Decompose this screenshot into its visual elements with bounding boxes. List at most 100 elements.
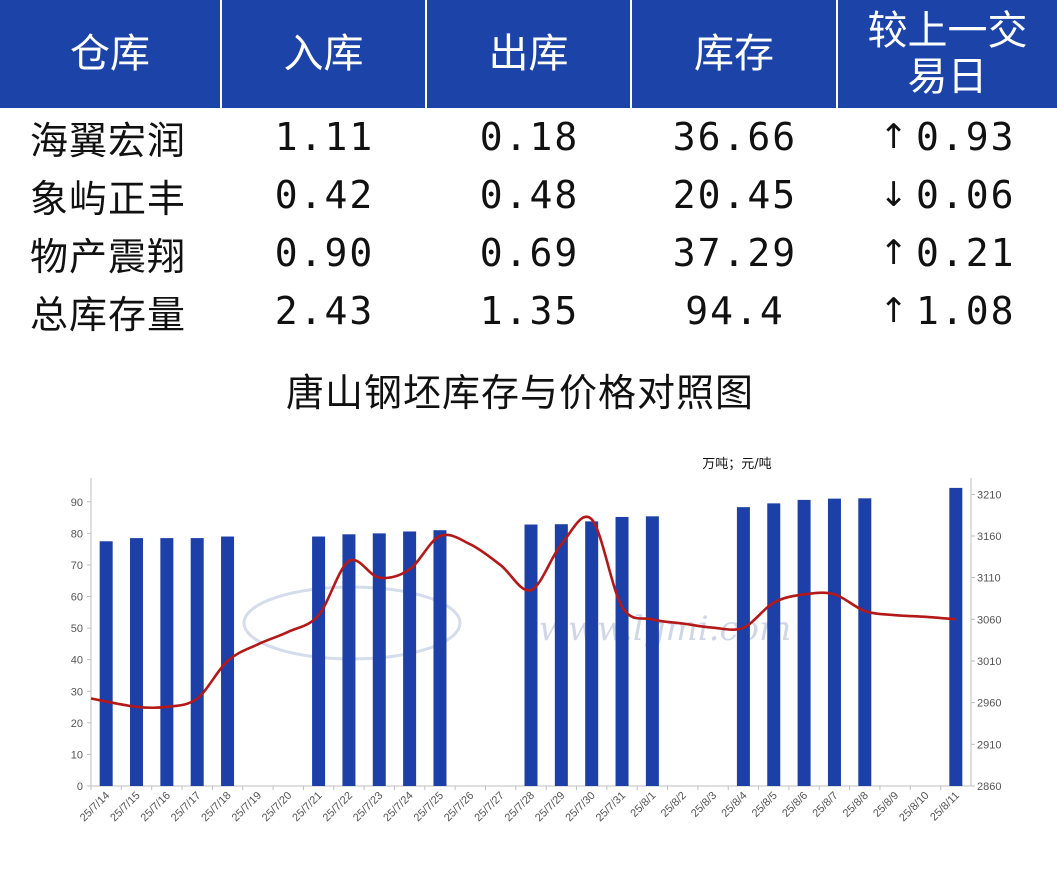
change-cell: ↑ 0.93 — [838, 115, 1057, 159]
x-tick-label: 25/8/11 — [928, 790, 962, 824]
stock-bar — [160, 538, 174, 786]
right-tick-label: 2860 — [977, 781, 1001, 793]
left-tick-label: 30 — [71, 686, 83, 698]
chart-container: 唐山钢坯库存与价格对照图 www.lgmi.com 0 10 20 30 40 50 60 70… — [0, 340, 1057, 895]
header-warehouse: 仓库 — [0, 0, 222, 108]
stock-value: 20.45 — [672, 173, 798, 217]
unit-label: 万吨；元/吨 — [702, 457, 771, 472]
stock-value: 37.29 — [672, 231, 798, 275]
x-tick-label: 25/7/15 — [108, 790, 142, 824]
x-tick-label: 25/8/5 — [750, 790, 780, 820]
left-tick-label: 20 — [71, 718, 83, 730]
x-tick-label: 25/8/7 — [810, 790, 840, 820]
left-tick-label: 0 — [77, 781, 83, 793]
table-row: 象屿正丰 0.42 0.48 20.45 ↓ 0.06 — [0, 166, 1057, 224]
x-tick-label: 25/7/22 — [321, 790, 355, 824]
stock-bar — [615, 516, 629, 786]
header-outbound: 出库 — [427, 0, 632, 108]
change-value: 0.06 — [915, 173, 1016, 217]
x-tick-label: 25/7/30 — [563, 790, 597, 824]
watermark-text: www.lgmi.com — [539, 609, 791, 649]
table-header-row: 仓库 入库 出库 库存 较上一交易日 — [0, 0, 1057, 108]
x-tick-label: 25/7/23 — [351, 790, 385, 824]
x-tick-label: 25/7/28 — [503, 790, 537, 824]
x-tick-label: 25/7/24 — [381, 790, 415, 824]
x-tick-label: 25/8/10 — [897, 790, 931, 824]
x-tick-label: 25/7/20 — [260, 790, 294, 824]
left-tick-label: 70 — [71, 560, 83, 572]
x-tick-label: 25/7/16 — [139, 790, 173, 824]
header-change: 较上一交易日 — [867, 8, 1028, 100]
chart-title: 唐山钢坯库存与价格对照图 — [285, 371, 754, 415]
left-tick-label: 80 — [71, 528, 83, 540]
x-tick-label: 25/7/19 — [230, 790, 264, 824]
combo-chart: www.lgmi.com 0 10 20 30 40 50 60 70 80 90 2860 2910 2… — [71, 457, 1002, 824]
stock-bar — [554, 524, 568, 786]
inbound-value: 0.90 — [274, 231, 375, 275]
table-row: 物产震翔 0.90 0.69 37.29 ↑ 0.21 — [0, 224, 1057, 282]
stock-bar — [585, 521, 599, 786]
x-tick-label: 25/7/17 — [169, 790, 203, 824]
x-tick-label: 25/8/6 — [780, 790, 810, 820]
x-tick-label: 25/7/31 — [594, 790, 628, 824]
price-line — [90, 515, 956, 710]
stock-bar — [767, 503, 781, 786]
right-tick-label: 3110 — [977, 573, 1001, 585]
left-tick-label: 40 — [71, 655, 83, 667]
warehouse-table: 仓库 入库 出库 库存 较上一交易日 海翼宏润 1.11 0.18 36.66 … — [0, 0, 1057, 340]
x-tick-label: 25/8/1 — [628, 790, 658, 820]
x-tick-label: 25/8/8 — [841, 790, 871, 820]
x-tick-label: 25/7/25 — [412, 790, 446, 824]
stock-bar — [403, 531, 417, 786]
left-tick-label: 50 — [71, 623, 83, 635]
table-row: 总库存量 2.43 1.35 94.4 ↑ 1.08 — [0, 282, 1057, 340]
header-stock: 库存 — [632, 0, 838, 108]
x-tick-label: 25/7/18 — [199, 790, 233, 824]
left-tick-label: 10 — [71, 749, 83, 761]
stock-bar — [372, 533, 386, 786]
right-tick-label: 3060 — [977, 614, 1001, 626]
inbound-value: 2.43 — [274, 289, 375, 333]
warehouse-name: 总库存量 — [30, 292, 187, 337]
stock-bar — [342, 534, 356, 786]
stock-bar — [130, 538, 144, 786]
stock-value: 36.66 — [672, 115, 798, 159]
x-tick-label: 25/8/4 — [719, 790, 749, 820]
change-cell: ↑ 1.08 — [838, 289, 1057, 333]
right-tick-label: 3010 — [977, 656, 1001, 668]
stock-value: 94.4 — [685, 289, 785, 333]
x-tick-label: 25/8/3 — [689, 790, 719, 820]
stock-bar — [99, 541, 113, 786]
left-tick-label: 90 — [71, 497, 83, 509]
stock-bar — [312, 536, 326, 786]
stock-bar — [433, 530, 447, 786]
x-tick-label: 25/7/21 — [290, 790, 324, 824]
outbound-value: 0.18 — [479, 115, 580, 159]
header-inbound: 入库 — [222, 0, 427, 108]
right-tick-label: 3210 — [977, 489, 1001, 501]
warehouse-name: 物产震翔 — [30, 234, 187, 279]
change-cell: ↑ 0.21 — [838, 231, 1057, 275]
inbound-value: 1.11 — [274, 115, 375, 159]
change-value: 0.93 — [915, 115, 1016, 159]
warehouse-name: 象屿正丰 — [30, 176, 187, 221]
right-tick-label: 3160 — [977, 531, 1001, 543]
stock-bar — [827, 498, 841, 786]
stock-bar — [524, 524, 538, 786]
arrow-down-icon: ↓ — [879, 175, 908, 215]
warehouse-name: 海翼宏润 — [30, 118, 187, 163]
stock-bar — [736, 507, 750, 786]
table-row: 海翼宏润 1.11 0.18 36.66 ↑ 0.93 — [0, 108, 1057, 166]
outbound-value: 0.48 — [479, 173, 580, 217]
stock-bar — [645, 516, 659, 786]
arrow-up-icon: ↑ — [879, 291, 908, 331]
inbound-value: 0.42 — [274, 173, 375, 217]
outbound-value: 1.35 — [479, 289, 580, 333]
right-tick-label: 2910 — [977, 739, 1001, 751]
stock-bar — [949, 487, 963, 786]
x-tick-label: 25/7/14 — [78, 790, 112, 824]
change-value: 0.21 — [915, 231, 1016, 275]
change-cell: ↓ 0.06 — [838, 173, 1057, 217]
stock-bar — [858, 498, 872, 786]
x-tick-label: 25/7/29 — [533, 790, 567, 824]
